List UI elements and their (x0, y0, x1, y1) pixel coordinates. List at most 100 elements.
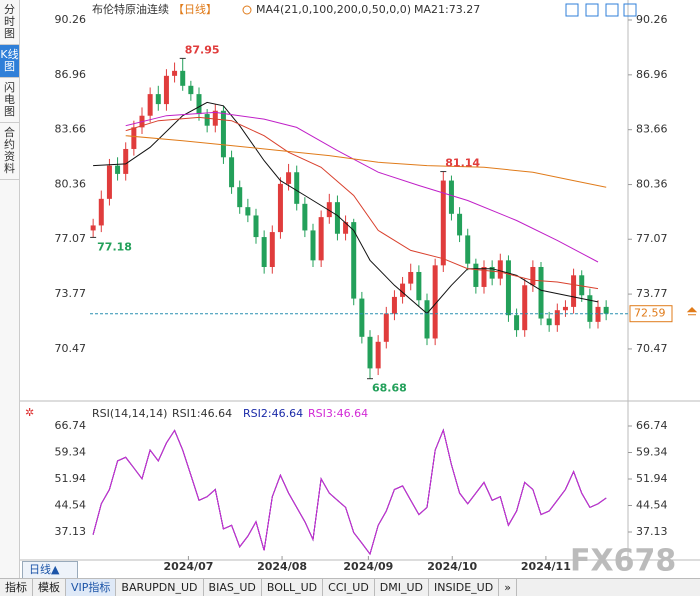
price-annotation: 68.68 (372, 382, 407, 395)
candle-body (359, 298, 365, 337)
candle-body (253, 215, 259, 238)
y-tick-label: 77.07 (636, 232, 668, 245)
toolbar-tab[interactable]: VIP指标 (66, 579, 117, 596)
candle-body (538, 266, 544, 319)
x-tick-label: 2024/10 (427, 560, 477, 573)
toolbar-tab[interactable]: » (499, 579, 517, 596)
ma-line (93, 101, 599, 315)
toolbar-tab[interactable]: INSIDE_UD (429, 579, 500, 596)
chart-title: 布伦特原油连续 (92, 2, 169, 16)
settings-icon[interactable]: ✲ (25, 406, 34, 419)
ma-line (125, 111, 599, 263)
toolbar-tab[interactable]: BARUPDN_UD (116, 579, 204, 596)
candle-body (196, 94, 202, 115)
candle-body (505, 260, 511, 316)
candle-body (562, 306, 568, 311)
candle-body (530, 266, 536, 286)
last-price-box (629, 305, 673, 323)
y-tick-label: 80.36 (636, 178, 668, 191)
candle-body (147, 94, 153, 116)
candle-body (367, 336, 373, 369)
rsi-line (92, 428, 607, 556)
sidebar: 分时图 K线图 闪电图 合约资料 (0, 0, 20, 578)
candle-body (546, 318, 552, 326)
x-tick-label: 2024/08 (257, 560, 307, 573)
candle-body (514, 315, 520, 331)
candle-body (123, 148, 129, 174)
y-tick-label: 83.66 (636, 123, 668, 136)
candle-body (326, 202, 332, 218)
candle-body (465, 235, 471, 264)
candle-body (277, 183, 283, 233)
candle-body (440, 180, 446, 266)
toolbar-tab[interactable]: BIAS_UD (204, 579, 262, 596)
candle-body (497, 260, 503, 279)
watermark: FX678 (570, 544, 676, 579)
candle-body (269, 232, 275, 267)
y-tick-label: 86.96 (636, 68, 668, 81)
toolbar-tab[interactable]: 模板 (33, 579, 66, 596)
y-tick-label: 37.13 (55, 525, 87, 538)
y-tick-label: 80.36 (55, 178, 87, 191)
candle-body (375, 341, 381, 369)
candle-body (448, 180, 454, 214)
candle-body (473, 263, 479, 287)
candle-body (261, 237, 267, 267)
sidebar-tab[interactable]: 分时图 (0, 0, 19, 45)
y-tick-label: 44.54 (55, 498, 87, 511)
toolbar-tab[interactable]: BOLL_UD (262, 579, 324, 596)
candle-body (424, 300, 430, 339)
candle-body (163, 75, 169, 105)
sidebar-tab[interactable]: K线图 (0, 45, 19, 78)
sidebar-tab[interactable]: 闪电图 (0, 78, 19, 123)
last-price-label: 72.59 (634, 307, 666, 320)
x-tick-label: 2024/11 (521, 560, 571, 573)
x-tick-label: 2024/09 (343, 560, 393, 573)
candle-body (351, 222, 357, 299)
toolbar-tab[interactable]: CCI_UD (323, 579, 375, 596)
y-tick-label: 73.77 (55, 287, 87, 300)
candle-body (220, 110, 226, 158)
y-tick-label: 83.66 (55, 123, 87, 136)
toolbar-tab[interactable]: 指标 (0, 579, 33, 596)
legend-entry: RSI3:46.64 (308, 407, 368, 420)
candle-body (334, 202, 340, 234)
add-icon[interactable] (242, 5, 252, 15)
candle-body (172, 70, 178, 76)
candle-body (188, 85, 194, 95)
toolbar: 指标 模板 VIP指标 BARUPDN_UD BIAS_UD BOLL_UD C… (0, 578, 700, 596)
candle-body (391, 296, 397, 314)
candle-body (310, 230, 316, 261)
y-tick-label: 77.07 (55, 232, 87, 245)
candle-body (587, 295, 593, 322)
x-tick-label: 2024/07 (163, 560, 213, 573)
legend-entry: MA21:73.27 (414, 3, 480, 16)
y-tick-label: 66.74 (636, 419, 668, 432)
period-button[interactable]: 日线▲ (22, 561, 78, 579)
y-tick-label: 66.74 (55, 419, 87, 432)
toolbar-tab[interactable]: DMI_UD (375, 579, 430, 596)
candle-body (131, 127, 137, 149)
candle-body (416, 271, 422, 301)
candle-body (155, 94, 161, 105)
ma-line (125, 116, 599, 290)
y-tick-label: 70.47 (55, 342, 87, 355)
candle-body (302, 203, 308, 231)
y-tick-label: 59.34 (636, 445, 668, 458)
period-label: 【日线】 (173, 2, 217, 16)
toolbar-icons[interactable] (565, 3, 637, 17)
price-annotation: 81.14 (445, 157, 480, 170)
sidebar-tab[interactable]: 合约资料 (0, 123, 19, 180)
candle-body (408, 271, 414, 284)
candle-body (115, 165, 121, 174)
y-tick-label: 86.96 (55, 68, 87, 81)
candle-body (383, 313, 389, 342)
candle-body (579, 275, 585, 296)
candle-body (432, 265, 438, 339)
y-tick-label: 51.94 (636, 472, 668, 485)
price-annotation: 77.18 (97, 240, 132, 253)
y-tick-label: 51.94 (55, 472, 87, 485)
candle-body (106, 165, 112, 199)
